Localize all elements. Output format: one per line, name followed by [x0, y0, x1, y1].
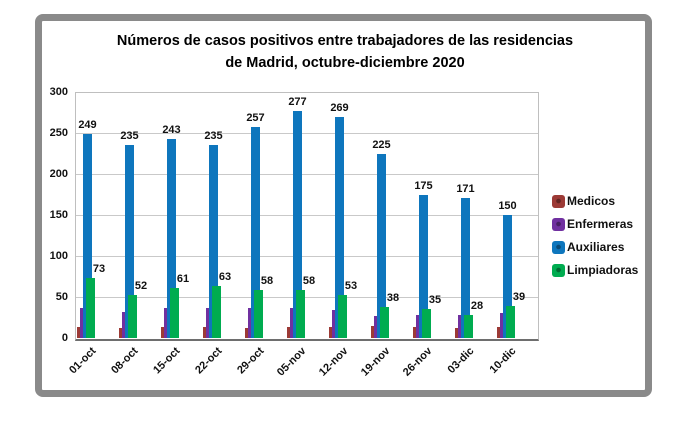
- bar-auxiliares: [503, 215, 512, 338]
- chart-title: Números de casos positivos entre trabaja…: [116, 33, 574, 72]
- legend-item-medicos: Medicos: [552, 193, 615, 209]
- bar-limpiadoras: [422, 309, 431, 338]
- data-label-limpiadoras: 52: [134, 280, 148, 293]
- bar-auxiliares: [293, 110, 302, 338]
- y-tick-label: 200: [49, 167, 68, 180]
- legend-item-auxiliares: Auxiliares: [552, 239, 624, 255]
- data-label-auxiliares: 243: [162, 123, 181, 136]
- bar-auxiliares: [377, 153, 386, 338]
- data-label-limpiadoras: 38: [386, 291, 400, 304]
- data-label-auxiliares: 277: [288, 95, 307, 108]
- bar-auxiliares: [461, 197, 470, 338]
- y-tick-label: 50: [55, 290, 68, 303]
- data-label-auxiliares: 235: [120, 130, 139, 143]
- gridline: [76, 174, 538, 175]
- bar-auxiliares: [209, 145, 218, 338]
- y-tick-label: 150: [49, 208, 68, 221]
- legend-label: Limpiadoras: [567, 263, 639, 277]
- gridline: [76, 256, 538, 257]
- bar-auxiliares: [335, 117, 344, 338]
- bar-limpiadoras: [296, 290, 305, 338]
- data-label-auxiliares: 225: [372, 138, 391, 151]
- data-label-limpiadoras: 58: [302, 275, 316, 288]
- data-label-auxiliares: 269: [330, 102, 349, 115]
- legend-swatch-icon: [552, 263, 565, 277]
- data-label-auxiliares: 257: [246, 112, 265, 125]
- bar-auxiliares: [419, 194, 428, 338]
- y-tick-label: 300: [49, 85, 68, 98]
- data-label-auxiliares: 175: [414, 179, 433, 192]
- bar-limpiadoras: [338, 294, 347, 338]
- bar-limpiadoras: [170, 287, 179, 338]
- legend-swatch-icon: [552, 217, 565, 231]
- bar-auxiliares: [125, 145, 134, 338]
- data-label-limpiadoras: 58: [260, 275, 274, 288]
- data-label-auxiliares: 150: [498, 200, 517, 212]
- bar-auxiliares: [83, 133, 92, 338]
- data-label-auxiliares: 249: [78, 118, 97, 131]
- gridline: [76, 215, 538, 216]
- data-label-auxiliares: 171: [456, 182, 475, 195]
- data-label-limpiadoras: 39: [512, 291, 526, 304]
- bar-limpiadoras: [212, 286, 221, 338]
- y-tick-label: 250: [49, 126, 68, 139]
- data-label-limpiadoras: 73: [92, 263, 106, 276]
- y-tick-label: 0: [61, 331, 68, 344]
- legend-item-limpiadoras: Limpiadoras: [552, 262, 638, 278]
- bar-auxiliares: [251, 127, 260, 338]
- legend-swatch-icon: [552, 194, 565, 208]
- gridline: [76, 133, 538, 134]
- bar-limpiadoras: [380, 306, 389, 338]
- data-label-limpiadoras: 28: [470, 300, 484, 313]
- bar-limpiadoras: [464, 315, 473, 338]
- data-label-limpiadoras: 35: [428, 294, 442, 307]
- data-label-limpiadoras: 61: [176, 272, 190, 285]
- data-label-limpiadoras: 53: [344, 279, 358, 292]
- bar-auxiliares: [167, 138, 176, 338]
- legend-label: Auxiliares: [567, 240, 625, 254]
- legend-item-enfermeras: Enfermeras: [552, 216, 633, 232]
- bar-limpiadoras: [128, 295, 137, 338]
- legend-swatch-icon: [552, 240, 565, 254]
- y-tick-label: 100: [49, 249, 68, 262]
- data-label-auxiliares: 235: [204, 130, 223, 143]
- bar-limpiadoras: [86, 278, 95, 338]
- legend-label: Medicos: [567, 194, 616, 208]
- data-label-limpiadoras: 63: [218, 271, 232, 284]
- legend-label: Enfermeras: [567, 217, 634, 231]
- bar-limpiadoras: [254, 290, 263, 338]
- gridline: [76, 297, 538, 298]
- bar-limpiadoras: [506, 306, 515, 338]
